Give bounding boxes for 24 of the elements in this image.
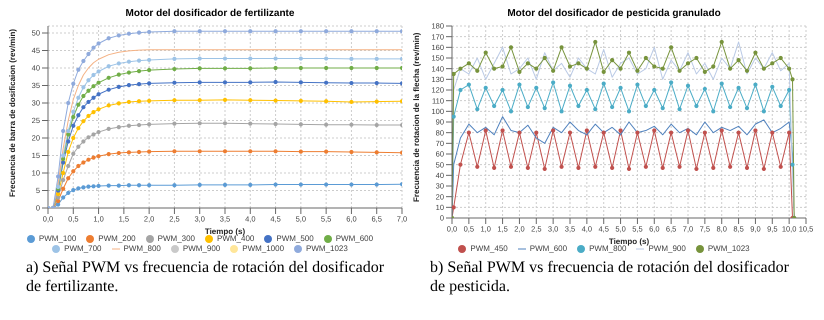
legend-label: PWM_200 bbox=[98, 234, 136, 243]
legend-label: PWM_1023 bbox=[306, 244, 348, 253]
legend-label: PWM_600 bbox=[530, 244, 568, 253]
legend-label: PWM_400 bbox=[217, 234, 254, 243]
y-axis-title: Frecuencia de barra de dosificaion (rev/min) bbox=[8, 28, 17, 197]
x-axis-title: Tiempo (s) bbox=[204, 227, 246, 236]
legend-label: PWM_1000 bbox=[242, 244, 284, 253]
chart-title: Motor del dosificador de pesticida granulado bbox=[506, 8, 722, 21]
x-axis-title: Tiempo (s) bbox=[608, 237, 650, 246]
text: a) Señal PWM vs frecuencia de rotación del dosificador de fertilizante. bbox=[25, 258, 386, 296]
legend-label: PWM_900 bbox=[648, 244, 686, 253]
legend-label: PWM_450 bbox=[470, 244, 508, 253]
text: b) Señal PWM vs frecuencia de rotación del dosificador de pesticida. bbox=[429, 258, 790, 296]
legend-label: PWM_800 bbox=[124, 244, 161, 253]
chart-title: Motor del dosificador de fertilizante bbox=[124, 8, 296, 21]
legend-label: PWM_1023 bbox=[708, 244, 750, 253]
legend-label: PWM_600 bbox=[336, 234, 374, 243]
legend-label: PWM_700 bbox=[64, 244, 102, 253]
legend-label: PWM_500 bbox=[276, 234, 314, 243]
legend-label: PWM_800 bbox=[589, 244, 626, 253]
y-axis-title: Frecuencia de rotacion de la flecha (rev/min) bbox=[412, 32, 421, 202]
legend-label: PWM_900 bbox=[182, 244, 220, 253]
legend-label: PWM_300 bbox=[158, 234, 195, 243]
legend-label: PWM_100 bbox=[38, 234, 76, 243]
